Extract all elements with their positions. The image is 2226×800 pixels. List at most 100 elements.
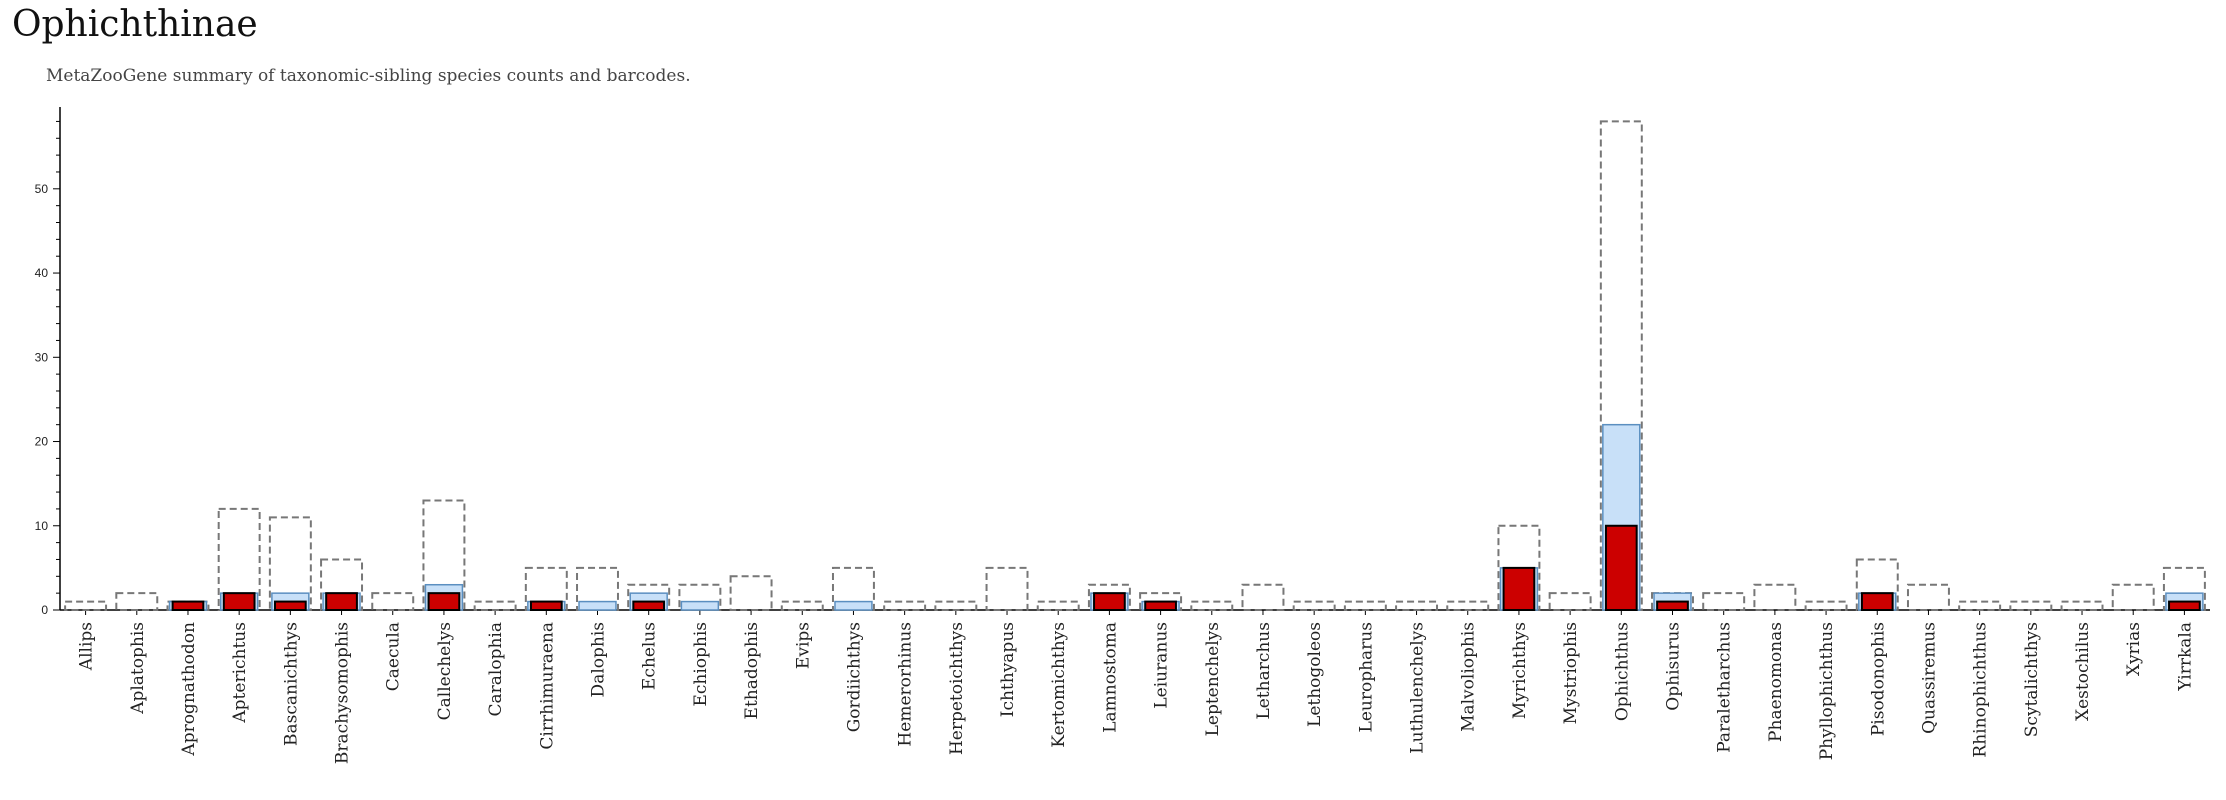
bar-species-total <box>217 507 261 611</box>
bar-barcodes <box>274 600 307 612</box>
x-tick-label: Phyllophichthus <box>1817 622 1837 760</box>
bar-group <box>1446 600 1490 612</box>
bar-group <box>2162 566 2206 612</box>
bar-species-total <box>1292 600 1336 612</box>
bar-group <box>524 566 568 612</box>
x-tick-label: Rhinophichthus <box>1971 622 1991 758</box>
bar-species-barcoded <box>680 600 720 611</box>
x-tick-label: Bascanichthys <box>281 622 301 746</box>
bar-barcodes <box>1502 566 1536 611</box>
bar-group <box>985 566 1029 611</box>
x-tick-label: Lethogoleos <box>1305 622 1325 727</box>
x-tick-label: Paraletharchus <box>1715 622 1735 753</box>
bar-species-total <box>2009 600 2053 612</box>
bar-group <box>883 600 927 612</box>
x-labels: Allips Aplatophis Aprognathodon Apterichtus… <box>77 622 2196 764</box>
bar-group <box>2060 600 2104 612</box>
x-tick-label: Evips <box>793 622 813 669</box>
bar-species-total <box>1241 583 1285 612</box>
x-tick-label: Apterichtus <box>230 622 250 724</box>
x-tick-label: Echelus <box>640 622 660 690</box>
bar-species-total <box>1958 600 2002 612</box>
x-tick-label: Myrichthys <box>1510 622 1530 719</box>
x-tick-label: Malvoliophis <box>1459 622 1479 732</box>
bar-species-barcoded <box>578 600 617 611</box>
x-tick-label: Phaenomonas <box>1766 622 1786 742</box>
bar-barcodes <box>1093 592 1126 611</box>
x-tick-label: Callechelys <box>435 622 455 720</box>
bar-group <box>473 600 517 612</box>
x-tick-label: Caralophia <box>486 622 506 716</box>
bar-group <box>1036 600 1080 612</box>
y-tick-label: 40 <box>35 266 49 280</box>
bar-species-total <box>883 600 927 612</box>
bar-barcodes <box>529 600 563 612</box>
bar-species-total <box>115 592 159 611</box>
x-tick-label: Cirrhimuraena <box>537 622 557 750</box>
x-tick-label: Allips <box>77 622 97 671</box>
x-tick-label: Leuropharus <box>1356 622 1376 732</box>
x-tick-label: Letharchus <box>1254 622 1274 720</box>
x-tick-label: Caecula <box>384 622 404 691</box>
bar-species-total <box>1343 600 1387 612</box>
x-tick-label: Echiophis <box>691 622 711 707</box>
x-tick-label: Kertomichthys <box>1049 622 1069 748</box>
page-title: Ophichthinae <box>12 4 258 45</box>
bar-barcodes <box>427 592 461 611</box>
x-tick-label: Xyrias <box>2124 622 2144 676</box>
bar-species-total <box>729 575 773 612</box>
x-tick-label: Dalophis <box>589 622 609 697</box>
x-tick-label: Ophisurus <box>1664 622 1684 711</box>
bar-group <box>1548 592 1592 611</box>
bar-species-total <box>1906 583 1950 612</box>
bar-barcodes <box>1656 600 1689 612</box>
x-tick-label: Lamnostoma <box>1100 622 1120 733</box>
bar-group <box>1292 600 1336 612</box>
bars <box>64 120 2206 612</box>
x-tick-label: Ichthyapus <box>998 622 1018 717</box>
x-tick-label: Xestochilus <box>2073 622 2093 721</box>
bar-species-total <box>371 592 415 611</box>
bar-species-total <box>2111 583 2155 612</box>
bar-group <box>1599 120 1643 611</box>
bar-species-total <box>780 600 824 612</box>
bar-barcodes <box>222 592 256 611</box>
bar-species-total <box>1804 600 1848 612</box>
bar-group <box>1702 592 1746 611</box>
bar-group <box>1139 592 1183 612</box>
bar-group <box>1855 558 1899 612</box>
bar-group <box>64 600 108 612</box>
bar-group <box>729 575 773 612</box>
bar-species-total <box>1395 600 1439 612</box>
bar-species-total <box>1753 583 1797 612</box>
bar-group <box>217 507 261 611</box>
bar-species-total <box>64 600 108 612</box>
bar-group <box>1241 583 1285 612</box>
bar-group <box>627 583 671 612</box>
bar-group <box>268 516 312 612</box>
bar-group <box>320 558 364 612</box>
bar-barcodes <box>632 600 666 612</box>
x-tick-label: Leiuranus <box>1152 622 1172 709</box>
bar-group <box>934 600 978 612</box>
bar-group <box>1343 600 1387 612</box>
x-tick-label: Leptenchelys <box>1203 622 1223 736</box>
bar-group <box>166 600 210 612</box>
bar-group <box>1804 600 1848 612</box>
x-tick-label: Brachysomophis <box>333 622 353 764</box>
bar-group <box>1395 600 1439 612</box>
x-tick-label: Ophichthus <box>1612 622 1632 721</box>
bar-barcodes <box>2168 600 2201 612</box>
bar-barcodes <box>1860 592 1894 611</box>
bar-species-total <box>473 600 517 612</box>
x-tick-label: Hemerorhinus <box>896 622 916 747</box>
bar-group <box>1651 592 1694 612</box>
x-tick-label: Gordiichthys <box>844 622 864 732</box>
x-tick-label: Herpetoichthys <box>947 622 967 755</box>
bar-group <box>2111 583 2155 612</box>
bar-group <box>1753 583 1797 612</box>
x-tick-label: Pisodonophis <box>1868 622 1888 736</box>
bar-barcodes <box>1604 524 1638 611</box>
bar-group <box>422 499 466 611</box>
bar-group <box>780 600 824 612</box>
